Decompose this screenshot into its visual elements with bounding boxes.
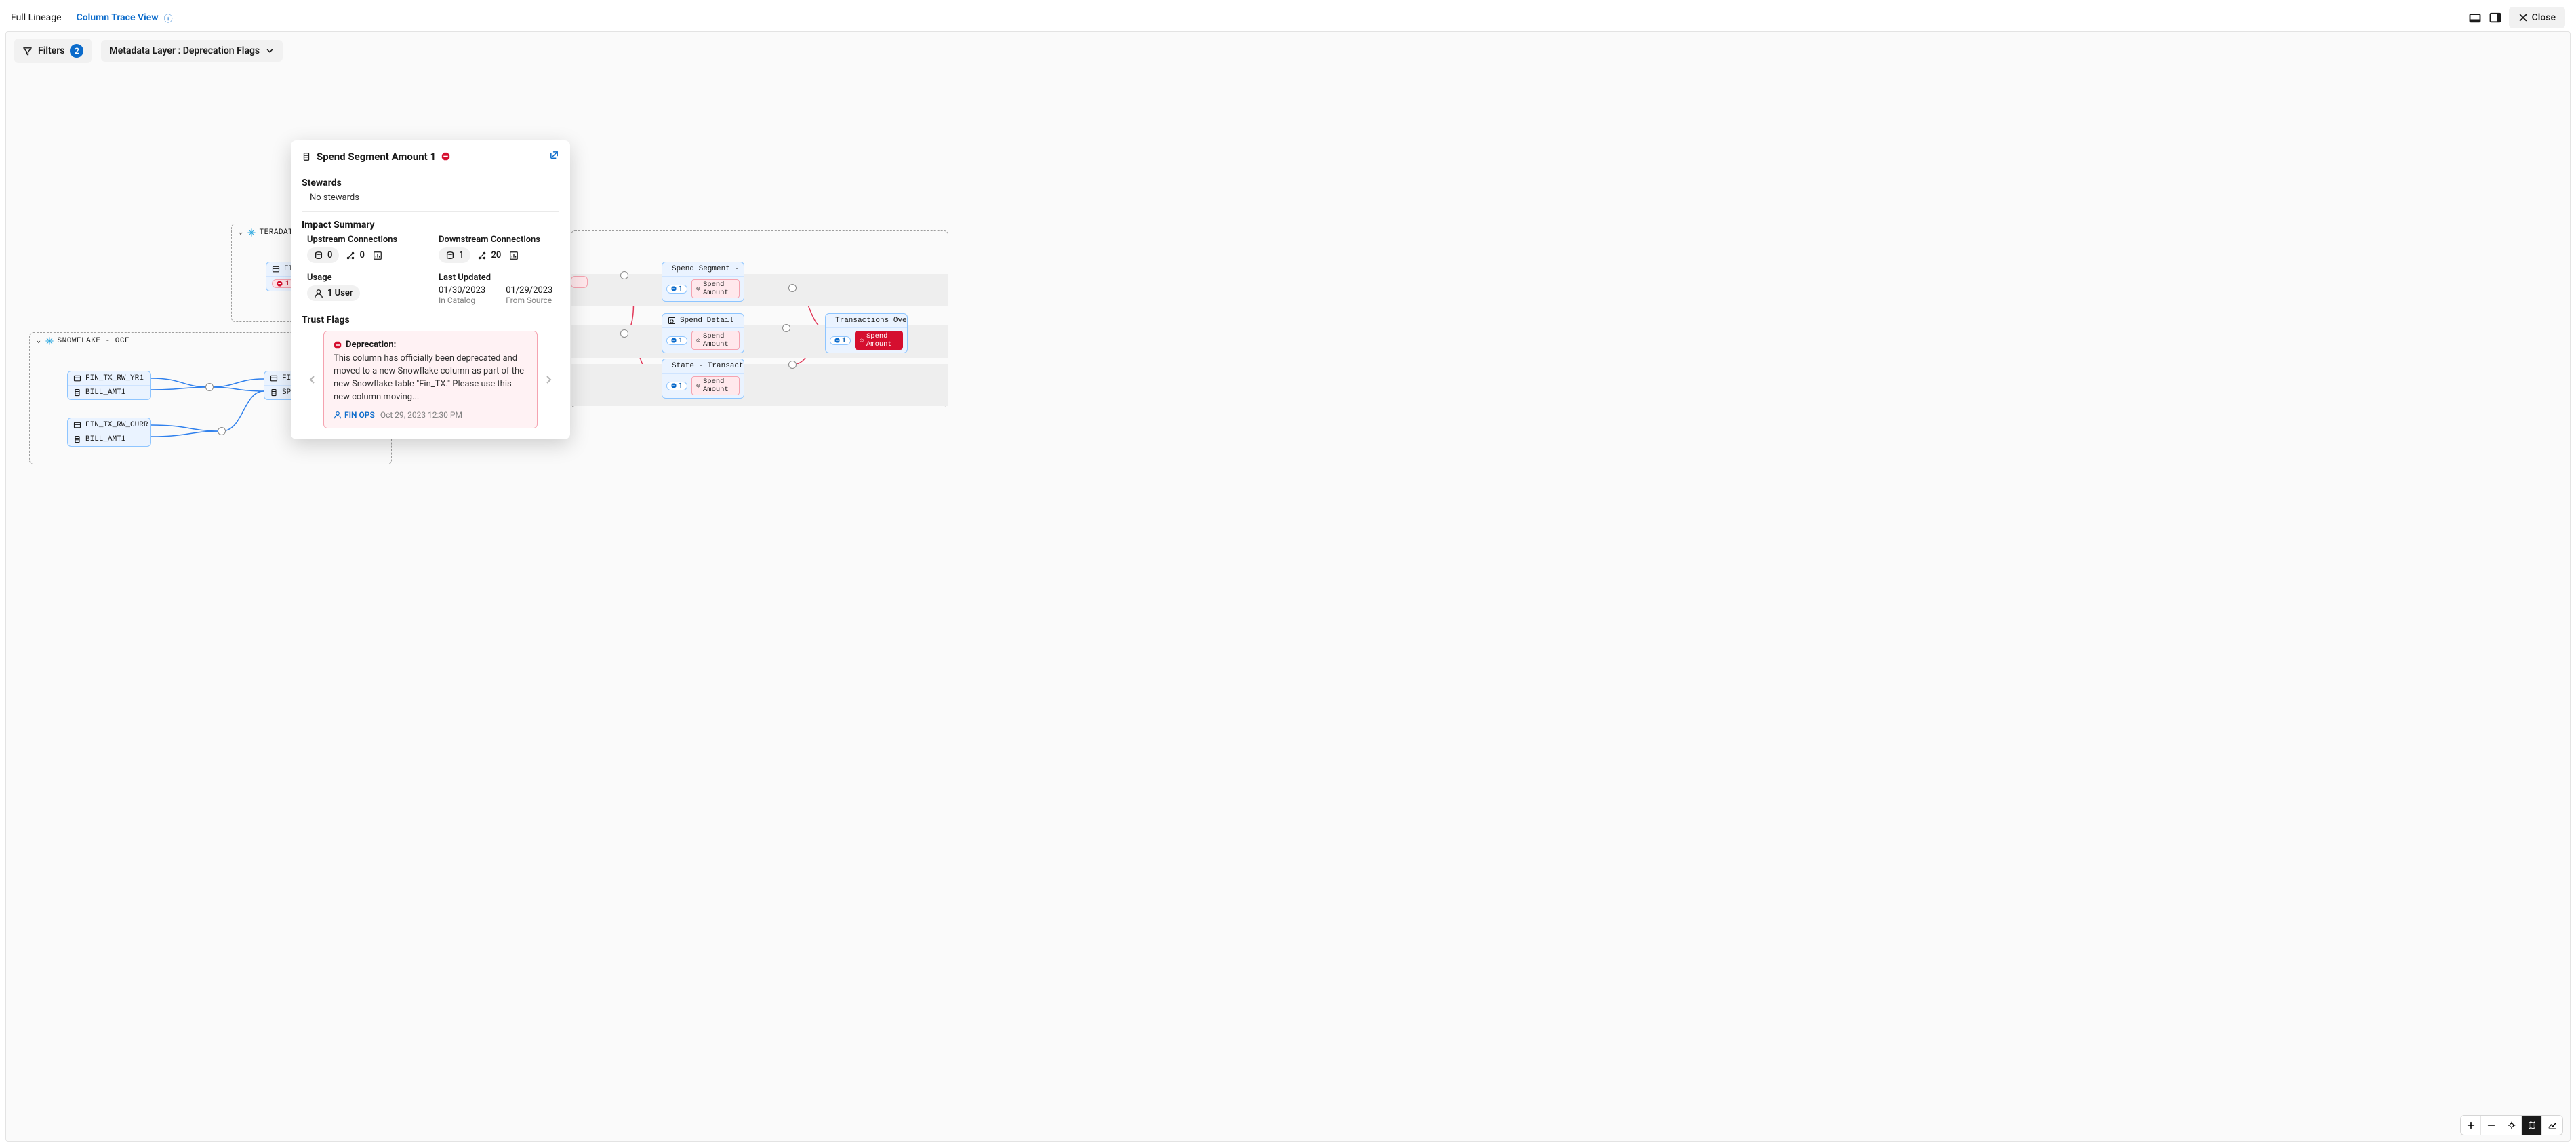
flag-next-button[interactable] (542, 370, 555, 389)
upstream-db-stat: 0 (307, 247, 339, 263)
column-icon (270, 388, 278, 397)
dashboard-node[interactable]: Transactions Overview 1 Spend Amount (825, 313, 908, 353)
field-chip[interactable]: Spend Amount (691, 376, 740, 395)
metadata-layer-label: Metadata Layer : Deprecation Flags (109, 45, 260, 56)
flag-prev-button[interactable] (306, 370, 319, 389)
edge-joint (782, 324, 790, 332)
edge-joint (205, 383, 214, 391)
updated-catalog-date: 01/30/2023 (439, 285, 485, 296)
panel-right-icon[interactable] (2489, 11, 2502, 24)
snowflake-icon (247, 228, 256, 237)
usage-label: Usage (307, 273, 422, 283)
edge-joint (620, 271, 628, 279)
edge-joint (788, 284, 797, 292)
table-node-partial[interactable] (571, 276, 588, 288)
tab-full-lineage[interactable]: Full Lineage (11, 12, 62, 23)
column-icon (73, 388, 81, 397)
updated-source-caption: From Source (506, 296, 552, 305)
trust-flag-user[interactable]: FIN OPS (334, 410, 375, 420)
usage-value: 1 User (307, 285, 360, 301)
deprecation-icon (441, 152, 450, 161)
panel-bottom-icon[interactable] (2468, 11, 2482, 24)
downstream-db-stat: 1 (439, 247, 470, 263)
stewards-heading: Stewards (302, 178, 559, 188)
count-pill: 1 (666, 336, 687, 345)
dashboard-node[interactable]: State - Transaction... 1 Spend Amount (662, 359, 744, 399)
close-label: Close (2532, 12, 2556, 23)
close-button[interactable]: Close (2509, 7, 2565, 28)
zoom-controls (2460, 1115, 2563, 1135)
edge-joint (788, 361, 797, 369)
metadata-layer-dropdown[interactable]: Metadata Layer : Deprecation Flags (101, 40, 283, 62)
updated-label: Last Updated (439, 273, 559, 283)
popover-title: Spend Segment Amount 1 (317, 150, 436, 163)
filters-count-badge: 2 (70, 44, 83, 58)
edge-joint (620, 329, 628, 338)
count-pill: 1 (830, 336, 851, 345)
zoom-map-button[interactable] (2522, 1116, 2542, 1135)
group-snowflake-label: SNOWFLAKE - OCF (58, 337, 130, 345)
table-icon (73, 421, 81, 429)
dashboard-node[interactable]: Spend Segment - Tra... 1 Spend Amount (662, 262, 744, 302)
updated-source-date: 01/29/2023 (506, 285, 552, 296)
trustflags-heading: Trust Flags (302, 315, 559, 325)
canvas-toolbar: Filters 2 Metadata Layer : Deprecation F… (14, 39, 283, 63)
column-icon (73, 435, 81, 443)
table-node[interactable]: FIN_TX_RW_YR1 BILL_AMT1 (67, 371, 151, 400)
group-collapse-icon[interactable]: ⌄ (239, 228, 243, 237)
deprecation-icon (334, 341, 342, 349)
upstream-chart-stat (371, 247, 384, 263)
stewards-value: No stewards (310, 193, 559, 203)
impact-heading: Impact Summary (302, 220, 559, 230)
field-chip[interactable]: Spend Amount (855, 331, 903, 350)
info-icon[interactable]: ⓘ (164, 12, 173, 24)
upstream-label: Upstream Connections (307, 235, 422, 245)
table-node[interactable]: FIN_TX_RW_CURR BILL_AMT1 (67, 418, 151, 447)
open-external-button[interactable] (549, 150, 559, 163)
downstream-chart-stat (508, 247, 520, 263)
filter-icon (22, 46, 33, 56)
filters-button[interactable]: Filters 2 (14, 39, 92, 63)
tab-column-trace-view[interactable]: Column Trace View (77, 12, 159, 23)
node-popover: Spend Segment Amount 1 Stewards No stewa… (291, 140, 570, 439)
dashboard-node[interactable]: Spend Detail 1 Spend Amount (662, 313, 744, 353)
trust-flag-body: This column has officially been deprecat… (334, 353, 527, 403)
updated-catalog-caption: In Catalog (439, 296, 485, 305)
downstream-label: Downstream Connections (439, 235, 559, 245)
zoom-center-button[interactable] (2501, 1116, 2522, 1135)
trust-flag-time: Oct 29, 2023 12:30 PM (380, 410, 462, 420)
snowflake-icon (45, 337, 54, 345)
count-pill: 1 (666, 382, 687, 390)
chevron-down-icon (265, 46, 275, 56)
zoom-out-button[interactable] (2481, 1116, 2501, 1135)
edge-joint (218, 427, 226, 435)
field-chip[interactable]: Spend Amount (691, 279, 740, 298)
filters-label: Filters (38, 45, 64, 56)
trust-flag-card: Deprecation: This column has officially … (323, 331, 538, 428)
table-icon (73, 374, 81, 382)
table-icon (272, 265, 280, 273)
zoom-line-button[interactable] (2542, 1116, 2562, 1135)
field-chip[interactable]: Spend Amount (691, 331, 740, 350)
table-icon (270, 374, 278, 382)
zoom-in-button[interactable] (2461, 1116, 2481, 1135)
upstream-net-stat: 0 (344, 247, 365, 263)
downstream-net-stat: 20 (476, 247, 502, 263)
group-collapse-icon[interactable]: ⌄ (37, 337, 41, 345)
dashboard-icon (668, 317, 676, 325)
count-pill: 1 (666, 285, 687, 294)
lineage-canvas[interactable]: Filters 2 Metadata Layer : Deprecation F… (5, 31, 2571, 1142)
column-icon (302, 152, 311, 161)
